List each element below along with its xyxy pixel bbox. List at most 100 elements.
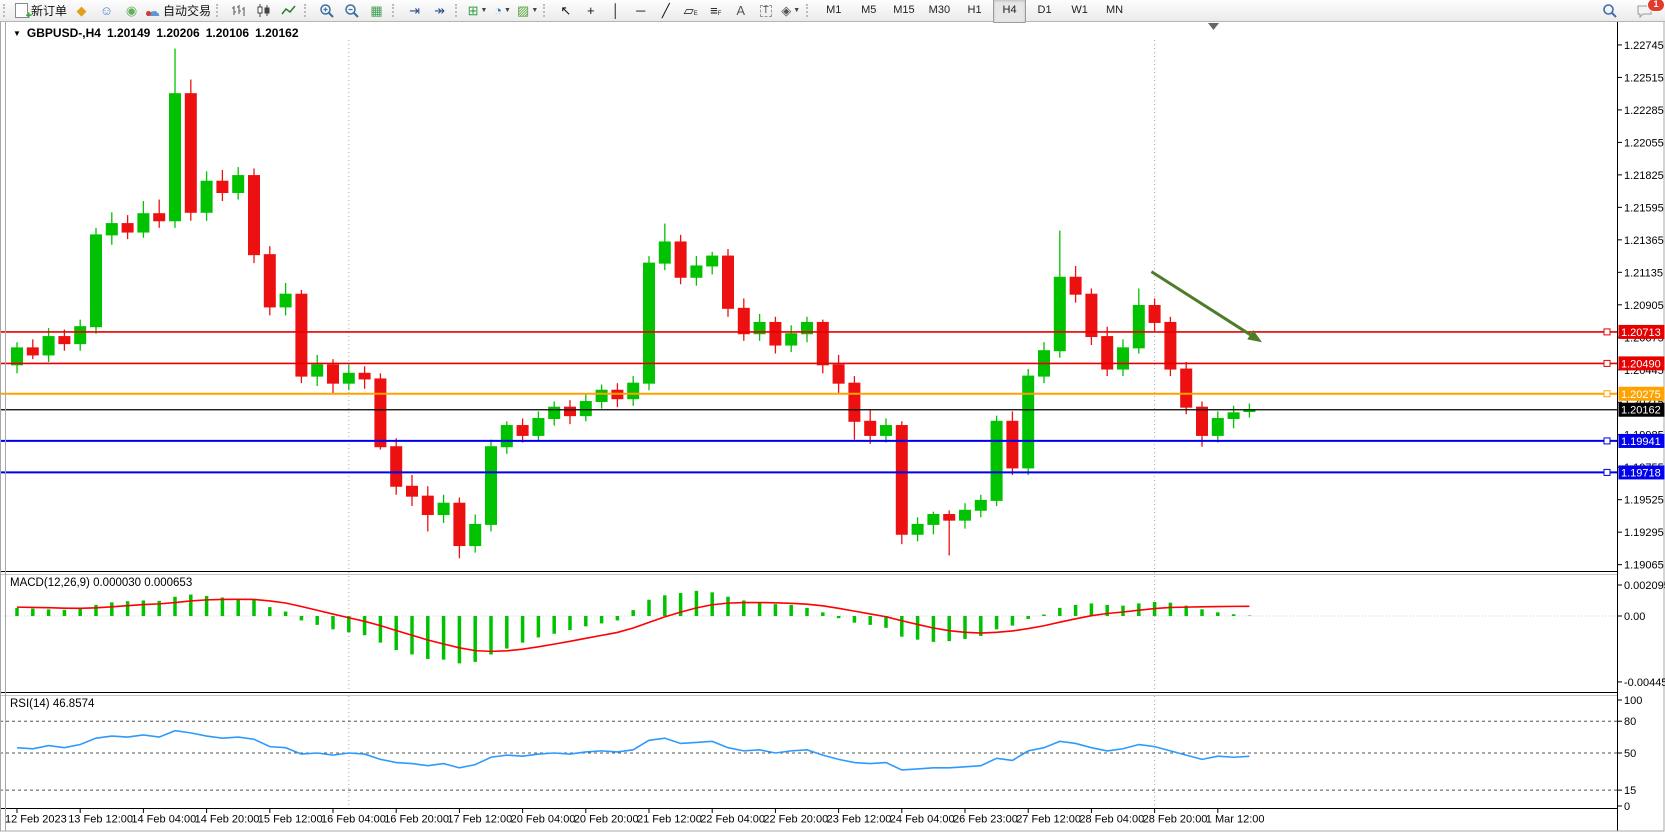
panel-borders <box>0 21 1665 832</box>
autotrade-button[interactable]: ☁ 自动交易 <box>144 2 213 20</box>
svg-text:22 Feb 20:00: 22 Feb 20:00 <box>763 814 828 826</box>
new-order-label: 新订单 <box>31 3 68 18</box>
text-label-icon[interactable]: T <box>753 2 778 20</box>
search-icon[interactable] <box>1597 2 1622 20</box>
svg-text:50: 50 <box>1624 748 1636 760</box>
new-chart-button[interactable]: ⊞ ▼ <box>467 3 488 18</box>
ohlc-close: 1.20162 <box>255 26 299 40</box>
svg-text:21 Feb 12:00: 21 Feb 12:00 <box>637 814 702 826</box>
hline-handle[interactable] <box>1603 468 1611 476</box>
arrows-icon[interactable]: ◈ ▼ <box>781 3 801 18</box>
rsi-indicator-label: RSI(14) 46.8574 <box>10 698 95 710</box>
hline-handle[interactable] <box>1603 390 1611 398</box>
svg-text:80: 80 <box>1624 716 1636 728</box>
price-badge: 1.19941 <box>1621 436 1661 448</box>
hline-handle[interactable] <box>1603 328 1611 336</box>
crosshair-icon[interactable]: + <box>586 3 595 18</box>
svg-text:100: 100 <box>1624 695 1642 707</box>
svg-text:14 Feb 20:00: 14 Feb 20:00 <box>195 814 260 826</box>
svg-text:1.21595: 1.21595 <box>1624 202 1664 214</box>
timeframe-m30[interactable]: M30 <box>928 4 951 16</box>
timeframe-h4[interactable]: H4 <box>993 0 1027 23</box>
price-badges: 1.20713 1.20490 1.20275 1.19941 1.19718 1.201… <box>1618 324 1665 480</box>
zoom-out-icon[interactable] <box>339 2 364 20</box>
svg-text:1.22745: 1.22745 <box>1624 40 1664 52</box>
svg-text:28 Feb 04:00: 28 Feb 04:00 <box>1079 814 1144 826</box>
arrows-icon-dropdown[interactable]: ▼ <box>793 7 801 14</box>
price-badge: 1.19718 <box>1621 467 1661 479</box>
ohlc-low: 1.20106 <box>205 26 250 40</box>
rsi-axis[interactable]: 100 80 50 15 0 <box>1617 695 1643 813</box>
bar-chart-icon[interactable] <box>226 2 251 20</box>
timeframe-h1[interactable]: H1 <box>967 4 982 16</box>
toolbar: 新订单 ◆ ☺ ◉ ☁自动交易 ▦ ⇥ ↠ ⊞▼ ◔▼ ▨▼ ↖ + │ ─ ╱ ▱E ≡F AT◈▼ M1 M5 M15… <box>0 0 1665 23</box>
chart-menu-icon[interactable]: ▼ <box>13 29 21 38</box>
timeframe-w1[interactable]: W1 <box>1071 4 1088 16</box>
signals-icon[interactable]: ◉ <box>125 3 138 18</box>
svg-text:1.19525: 1.19525 <box>1624 495 1664 507</box>
chart-title[interactable]: ▼ GBPUSD-,H4 1.20149 1.20206 1.20106 1.20162 <box>13 26 299 40</box>
svg-text:1.21365: 1.21365 <box>1624 235 1664 247</box>
chart-shift-icon[interactable]: ⇥ <box>409 3 420 18</box>
timeframe-m5[interactable]: M5 <box>861 4 877 16</box>
svg-text:22 Feb 04:00: 22 Feb 04:00 <box>700 814 765 826</box>
new-order-button[interactable]: 新订单 <box>13 2 69 22</box>
timeframe-d1[interactable]: D1 <box>1037 4 1052 16</box>
svg-text:26 Feb 23:00: 26 Feb 23:00 <box>953 814 1018 826</box>
template-button[interactable]: ▨ ▼ <box>517 3 539 18</box>
svg-text:24 Feb 04:00: 24 Feb 04:00 <box>890 814 955 826</box>
macd-axis[interactable]: 0.002095 0.00 -0.004455 <box>1617 580 1665 689</box>
hline-handle[interactable] <box>1603 359 1611 367</box>
svg-text:20 Feb 20:00: 20 Feb 20:00 <box>574 814 639 826</box>
horizontal-lines[interactable] <box>0 328 1618 476</box>
zoom-in-icon[interactable] <box>314 2 339 20</box>
candlestick-chart-icon[interactable] <box>251 2 276 20</box>
notification-badge: 1 <box>1647 0 1665 12</box>
rsi-line <box>16 729 1250 771</box>
cursor-icon[interactable]: ↖ <box>560 3 572 18</box>
period-button[interactable]: ◔ ▼ <box>494 3 511 18</box>
svg-text:16 Feb 20:00: 16 Feb 20:00 <box>384 814 449 826</box>
timeframe-mn[interactable]: MN <box>1106 4 1124 16</box>
macd-signal-line <box>16 598 1250 653</box>
price-badge: 1.20490 <box>1621 358 1661 370</box>
toolbar-grip <box>455 4 460 17</box>
timeframe-m15[interactable]: M15 <box>893 4 915 16</box>
toolbar-grip <box>216 4 221 17</box>
text-icon[interactable]: A <box>736 3 746 18</box>
tile-windows-icon[interactable]: ▦ <box>370 3 383 18</box>
chart-shift-marker[interactable] <box>1208 23 1219 30</box>
trend-arrow[interactable] <box>1150 270 1263 343</box>
template-button-dropdown[interactable]: ▼ <box>531 7 539 14</box>
price-badge: 1.20162 <box>1621 405 1661 417</box>
toolbar-grip <box>543 4 548 17</box>
svg-text:1.22515: 1.22515 <box>1624 72 1664 84</box>
svg-text:0.00: 0.00 <box>1624 611 1645 623</box>
svg-text:20 Feb 04:00: 20 Feb 04:00 <box>511 814 576 826</box>
trendline-icon[interactable]: ╱ <box>661 3 670 18</box>
svg-text:1.21135: 1.21135 <box>1624 267 1663 279</box>
new-chart-button-dropdown[interactable]: ▼ <box>480 7 488 14</box>
auto-scroll-icon[interactable]: ↠ <box>434 3 445 18</box>
fibonacci-icon[interactable]: ≡ F <box>710 3 722 18</box>
equidistant-channel-icon[interactable]: ▱ E <box>683 3 698 18</box>
rsi-level-lines <box>0 615 1618 791</box>
toolbar-grip <box>304 4 309 17</box>
svg-text:1.22285: 1.22285 <box>1624 105 1664 117</box>
market-icon[interactable]: ◆ <box>76 3 87 18</box>
notifications-icon[interactable]: 1 <box>1632 0 1665 20</box>
svg-text:23 Feb 12:00: 23 Feb 12:00 <box>827 814 892 826</box>
svg-text:0.002095: 0.002095 <box>1624 580 1665 592</box>
timeframe-m1[interactable]: M1 <box>826 4 842 16</box>
line-chart-icon[interactable] <box>276 2 301 20</box>
svg-text:1.19295: 1.19295 <box>1624 527 1664 539</box>
community-icon[interactable]: ☺ <box>99 3 114 18</box>
period-separators <box>348 40 1156 808</box>
horizontal-line-icon[interactable]: ─ <box>636 3 646 18</box>
period-button-dropdown[interactable]: ▼ <box>503 7 511 14</box>
toolbar-grip <box>392 4 397 17</box>
vertical-line-icon[interactable]: │ <box>611 3 620 18</box>
hline-handle[interactable] <box>1603 437 1611 445</box>
ohlc-open: 1.20149 <box>106 26 151 40</box>
